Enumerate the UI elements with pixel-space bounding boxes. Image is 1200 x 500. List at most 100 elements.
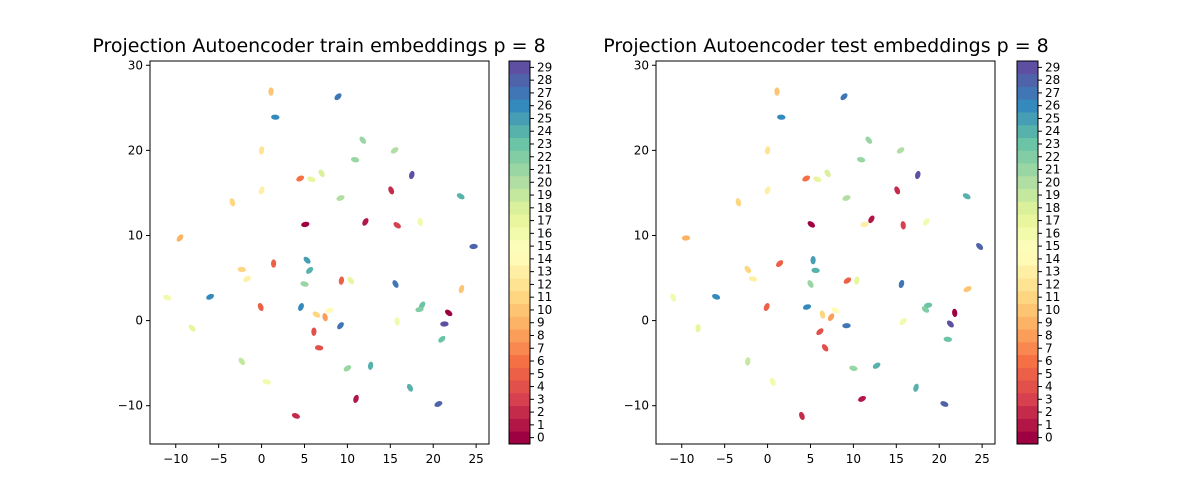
colorbar-segment — [509, 354, 530, 368]
scatter-point — [900, 221, 906, 230]
colorbar-segment — [509, 61, 530, 75]
y-tick-label: 30 — [634, 58, 649, 72]
scatter-point — [229, 198, 236, 207]
scatter-point — [438, 335, 446, 343]
colorbar-tick-label: 7 — [1045, 341, 1053, 355]
colorbar-segment — [1017, 201, 1038, 215]
scatter-point — [802, 175, 811, 182]
colorbar-segment — [1017, 329, 1038, 343]
scatter-point — [849, 365, 858, 372]
colorbar-frame — [1016, 60, 1039, 445]
scatter-point — [415, 306, 424, 313]
x-tick-label: 0 — [258, 452, 266, 466]
scatter-point — [188, 324, 196, 332]
colorbar-tick-label: 1 — [1045, 418, 1053, 432]
scatter-point — [268, 87, 274, 96]
colorbar-segment — [509, 163, 530, 177]
colorbar-segment — [509, 226, 530, 241]
scatter-point — [318, 169, 325, 178]
scatter-point — [434, 401, 443, 407]
scatter-point — [337, 322, 344, 330]
x-tick-label: −10 — [163, 452, 188, 466]
scatter-point — [894, 186, 901, 195]
scatter-point — [842, 195, 851, 201]
colorbar-segment — [1017, 278, 1038, 292]
colorbar-tick-label: 14 — [1045, 252, 1060, 266]
colorbar-tick-label: 29 — [537, 60, 552, 74]
x-tick-label: 5 — [807, 452, 815, 466]
colorbar-tick-label: 23 — [1045, 137, 1060, 151]
colorbar-segment — [509, 405, 530, 419]
x-tick-label: −10 — [669, 452, 694, 466]
scatter-point — [350, 157, 360, 163]
scatter-point — [163, 294, 172, 301]
scatter-point — [811, 267, 820, 274]
colorbar-tick-label: 4 — [1045, 380, 1053, 394]
scatter-point — [898, 279, 905, 289]
colorbar-tick-label: 27 — [1045, 86, 1060, 100]
scatter-point — [176, 234, 184, 242]
x-tick-label: 25 — [974, 452, 989, 466]
x-tick-label: 10 — [340, 452, 355, 466]
scatter-point — [298, 303, 304, 311]
scatter-point — [406, 383, 414, 392]
x-tick-label: 20 — [426, 452, 441, 466]
scatter-point — [922, 218, 930, 226]
colorbar-segment — [1017, 290, 1038, 304]
scatter-point — [343, 365, 352, 372]
scatter-point — [238, 357, 246, 366]
colorbar-tick-label: 29 — [1045, 60, 1060, 74]
scatter-point — [307, 176, 316, 183]
colorbar-tick-label: 22 — [537, 150, 552, 164]
colorbar-frame — [508, 60, 531, 445]
scatter-point — [325, 307, 334, 314]
colorbar-tick-label: 20 — [1045, 175, 1060, 189]
scatter-point — [896, 147, 905, 154]
scatter-point — [940, 401, 949, 407]
scatter-point — [856, 157, 866, 163]
colorbar-tick-label: 25 — [537, 111, 552, 125]
scatter-point — [311, 327, 317, 336]
colorbar-tick-label: 26 — [537, 99, 552, 113]
colorbar-segment — [509, 431, 530, 445]
colorbar-segment — [509, 214, 530, 228]
colorbar-tick-label: 14 — [537, 252, 552, 266]
scatter-point — [860, 221, 869, 228]
colorbar-tick-label: 17 — [1045, 214, 1060, 228]
colorbar-segment — [1017, 239, 1038, 253]
colorbar-tick-label: 8 — [537, 328, 545, 342]
colorbar-segment — [509, 290, 530, 304]
colorbar-tick-label: 4 — [537, 380, 545, 394]
colorbar-tick-label: 13 — [1045, 265, 1060, 279]
chart-title: Projection Autoencoder train embeddings … — [92, 35, 545, 57]
scatter-point — [291, 413, 300, 419]
scatter-point — [390, 147, 399, 154]
colorbar-tick-label: 11 — [1045, 290, 1060, 304]
colorbar-segment — [1017, 303, 1038, 317]
scatter-point — [824, 169, 831, 178]
colorbar-tick-label: 18 — [537, 201, 552, 215]
colorbar-segment — [1017, 418, 1038, 432]
scatter-point — [816, 328, 824, 336]
scatter-point — [843, 277, 852, 284]
y-tick-label: 0 — [135, 314, 143, 328]
scatter-point — [301, 221, 310, 228]
scatter-point — [303, 256, 311, 264]
scatter-point — [359, 136, 367, 144]
colorbar-segment — [509, 239, 530, 253]
colorbar-segment — [1017, 163, 1038, 177]
colorbar-tick-label: 0 — [537, 431, 545, 445]
scatter-point — [915, 170, 921, 180]
scatter-point — [394, 317, 400, 326]
colorbar-segment — [509, 252, 530, 266]
colorbar-tick-label: 27 — [537, 86, 552, 100]
scatter-point — [347, 276, 355, 285]
train-embeddings-panel: Projection Autoencoder train embeddings … — [92, 35, 552, 466]
scatter-points — [163, 87, 478, 419]
colorbar-segment — [509, 265, 530, 279]
colorbar-tick-label: 28 — [1045, 73, 1060, 87]
scatter-point — [858, 395, 866, 402]
scatter-point — [865, 136, 873, 144]
scatter-point — [336, 195, 345, 201]
